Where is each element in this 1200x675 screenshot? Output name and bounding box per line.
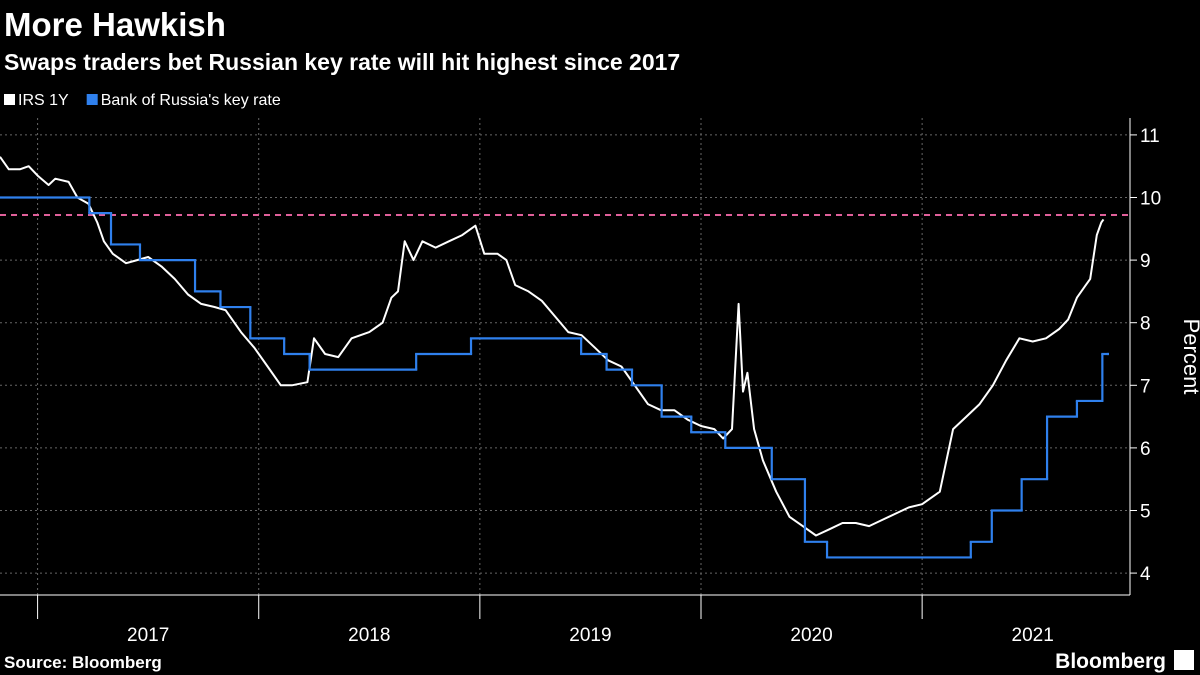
legend: IRS 1Y Bank of Russia's key rate (4, 92, 281, 109)
y-tick-label: 11 (1140, 126, 1160, 147)
brand-icon (1174, 650, 1194, 670)
x-tick-label: 2017 (127, 625, 169, 646)
plot-area (0, 156, 1130, 559)
series-line (0, 156, 1105, 537)
legend-swatch (86, 94, 98, 105)
y-tick-label: 7 (1140, 376, 1151, 397)
y-tick-label: 4 (1140, 564, 1151, 585)
chart-title: More Hawkish (4, 6, 226, 43)
grid (0, 118, 1130, 595)
y-tick-label: 8 (1140, 314, 1151, 335)
y-tick-label: 9 (1140, 251, 1151, 272)
y-tick-label: 6 (1140, 439, 1151, 460)
source: Source: Bloomberg (4, 653, 162, 672)
legend-swatch (4, 94, 15, 105)
axes: 4 5 6 7 8 9 10 11 2017 2018 2019 2020 2021 Percent (0, 118, 1200, 646)
y-axis-label: Percent (1179, 319, 1200, 395)
brand-logo: Bloomberg (1055, 650, 1166, 673)
y-tick-label: 10 (1140, 189, 1161, 210)
legend-label: IRS 1Y (18, 92, 69, 109)
y-tick-label: 5 (1140, 501, 1151, 522)
legend-label: Bank of Russia's key rate (101, 92, 281, 109)
x-tick-label: 2018 (348, 625, 390, 646)
x-tick-label: 2021 (1012, 625, 1054, 646)
chart-subtitle: Swaps traders bet Russian key rate will … (4, 49, 680, 75)
x-tick-label: 2020 (790, 625, 832, 646)
x-tick-label: 2019 (569, 625, 611, 646)
